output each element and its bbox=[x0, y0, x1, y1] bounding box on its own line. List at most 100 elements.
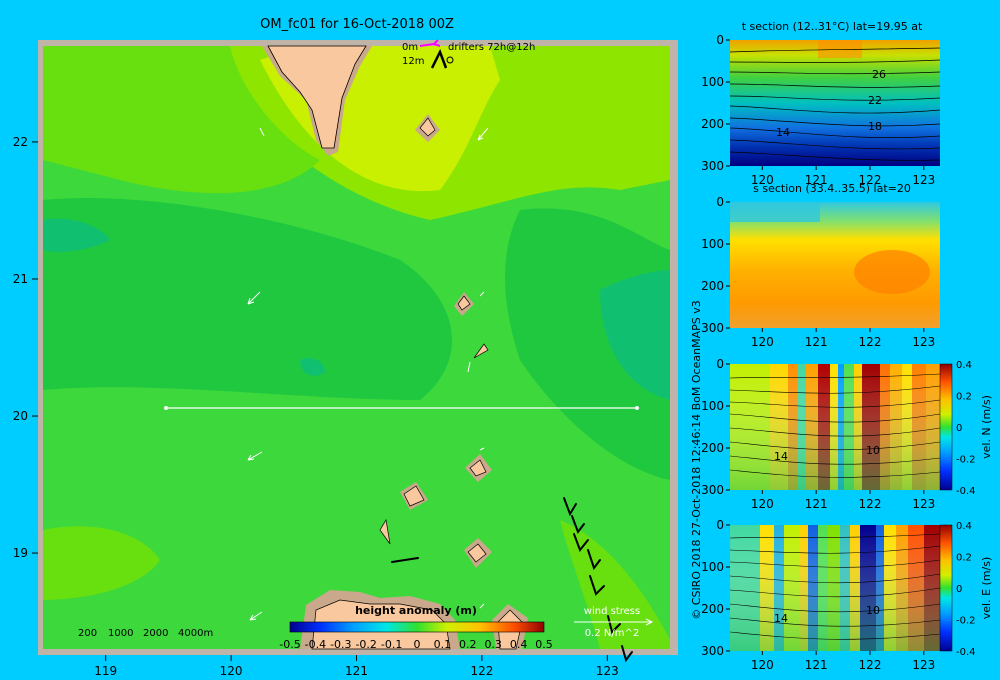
x-tick-label: 120 bbox=[751, 335, 774, 349]
contour bbox=[729, 573, 941, 584]
section-line-end bbox=[635, 406, 639, 410]
wind-stress-scale: 0.2 N/m^2 bbox=[585, 628, 639, 639]
contour bbox=[729, 385, 941, 394]
contour bbox=[729, 603, 941, 613]
depth-label-1000: 1000 bbox=[108, 628, 133, 639]
s-section-axis-ticks: 120 121 122 123 0 100 200 300 bbox=[701, 195, 935, 349]
colorbar-tick-label: 0 bbox=[956, 584, 962, 595]
height-colorbar-tick: 0.3 bbox=[484, 638, 502, 651]
drifter-legend-circle bbox=[446, 56, 454, 64]
wind-arrow bbox=[571, 515, 585, 535]
wind-arrow bbox=[621, 645, 633, 663]
x-tick-label: 121 bbox=[805, 173, 828, 187]
x-tick-label: 122 bbox=[859, 497, 882, 511]
contour bbox=[729, 47, 941, 53]
contour bbox=[729, 559, 941, 568]
x-tick-label: 121 bbox=[805, 658, 828, 672]
x-tick-label: 121 bbox=[345, 664, 368, 678]
drifter-arrow bbox=[259, 127, 265, 137]
y-tick-label: 0 bbox=[716, 195, 724, 209]
y-tick-label: 21 bbox=[13, 272, 28, 286]
height-colorbar-ramp bbox=[289, 621, 545, 633]
wind-arrow bbox=[587, 549, 601, 571]
y-tick-label: 0 bbox=[716, 33, 724, 47]
vel-n-depth-fade bbox=[730, 364, 940, 490]
contour bbox=[729, 95, 941, 101]
vel-e-depth-fade bbox=[730, 525, 940, 651]
s-section-fresh-layer bbox=[730, 202, 820, 222]
land-island-3 bbox=[473, 343, 489, 359]
y-tick-label: 100 bbox=[701, 75, 724, 89]
y-tick-label: 200 bbox=[701, 279, 724, 293]
s-section-panel: s section (33.4..35.5) lat=20 120 121 122 1… bbox=[701, 182, 940, 349]
contour bbox=[729, 71, 941, 75]
vn-contour-label-10: 10 bbox=[866, 444, 880, 457]
drifter-legend-arrow-black bbox=[430, 48, 448, 69]
wind-stress-legend: wind stress 0.2 N/m^2 bbox=[574, 606, 654, 639]
height-colorbar-tick: -0.3 bbox=[330, 638, 351, 651]
contour bbox=[729, 59, 941, 63]
t-contour-label-18: 18 bbox=[868, 120, 882, 133]
field-lightgreen-south bbox=[43, 526, 160, 600]
vn-contour-label-14: 14 bbox=[774, 450, 788, 463]
height-colorbar-tick: 0.2 bbox=[459, 638, 477, 651]
height-colorbar-tick: 0.5 bbox=[535, 638, 553, 651]
colorbar-tick-label: -0.2 bbox=[956, 616, 976, 627]
ve-contour-label-14: 14 bbox=[774, 612, 788, 625]
ve-contour-label-10: 10 bbox=[866, 604, 880, 617]
vel-n-colorbar-label: vel. N (m/s) bbox=[980, 395, 993, 459]
contour bbox=[729, 117, 941, 127]
y-tick-label: 300 bbox=[701, 644, 724, 658]
drifter-arrow bbox=[479, 291, 485, 297]
contour bbox=[729, 469, 941, 478]
field-lightgreen-west bbox=[43, 46, 320, 194]
x-tick-label: 122 bbox=[859, 335, 882, 349]
x-tick-label: 123 bbox=[912, 497, 935, 511]
contour bbox=[729, 127, 941, 139]
main-axis-ticks: 119 120 121 122 123 22 21 20 19 bbox=[13, 135, 619, 678]
x-tick-label: 120 bbox=[751, 173, 774, 187]
depth-legend: 200 1000 2000 4000m bbox=[78, 628, 213, 639]
t-contour-label-26: 26 bbox=[872, 68, 886, 81]
x-tick-label: 123 bbox=[596, 664, 619, 678]
drifters-label-0m: 0m bbox=[402, 42, 418, 53]
y-tick-label: 300 bbox=[701, 483, 724, 497]
colorbar-tick-label: 0.4 bbox=[956, 521, 972, 532]
s-section-title: s section (33.4..35.5) lat=20 bbox=[753, 182, 911, 195]
contour bbox=[729, 441, 941, 451]
y-tick-label: 0 bbox=[716, 518, 724, 532]
vel-n-contours bbox=[729, 373, 941, 478]
t-section-shallow-warm bbox=[818, 40, 862, 58]
land-island-5b bbox=[403, 485, 425, 507]
land-island-7b bbox=[467, 543, 487, 563]
t-section-panel: t section (12..31°C) lat=19.95 at 26 22 … bbox=[701, 20, 941, 187]
y-tick-label: 300 bbox=[701, 159, 724, 173]
field-teal-west bbox=[43, 218, 110, 252]
y-tick-label: 100 bbox=[701, 560, 724, 574]
y-tick-label: 200 bbox=[701, 602, 724, 616]
field-darkgreen-band bbox=[43, 198, 453, 400]
height-colorbar-ticks: -0.5 -0.4 -0.3 -0.2 -0.1 0 0.1 0.2 0.3 0.4 0.5 bbox=[279, 638, 552, 651]
contour bbox=[729, 587, 941, 598]
height-colorbar-label: height anomaly (m) bbox=[355, 604, 477, 617]
x-tick-label: 120 bbox=[751, 497, 774, 511]
drifter-arrow bbox=[479, 603, 485, 609]
y-tick-label: 100 bbox=[701, 237, 724, 251]
drifter-arrow bbox=[477, 127, 489, 141]
contour bbox=[729, 399, 941, 408]
y-tick-label: 100 bbox=[701, 399, 724, 413]
y-tick-label: 300 bbox=[701, 321, 724, 335]
colorbar-tick-label: -0.4 bbox=[956, 647, 976, 658]
colorbar-tick-label: 0 bbox=[956, 423, 962, 434]
y-tick-label: 0 bbox=[716, 357, 724, 371]
vel-e-colorbar-label: vel. E (m/s) bbox=[980, 557, 993, 620]
x-tick-label: 121 bbox=[805, 335, 828, 349]
drifter-arrow bbox=[247, 291, 261, 305]
vel-n-colorbar bbox=[939, 363, 953, 491]
section-line-start bbox=[164, 406, 168, 410]
wind-arrow bbox=[391, 557, 419, 563]
wind-arrow bbox=[563, 497, 577, 517]
land-island-2b bbox=[457, 295, 471, 311]
field-darkgreen-band-2 bbox=[505, 208, 670, 480]
contour bbox=[729, 631, 941, 640]
